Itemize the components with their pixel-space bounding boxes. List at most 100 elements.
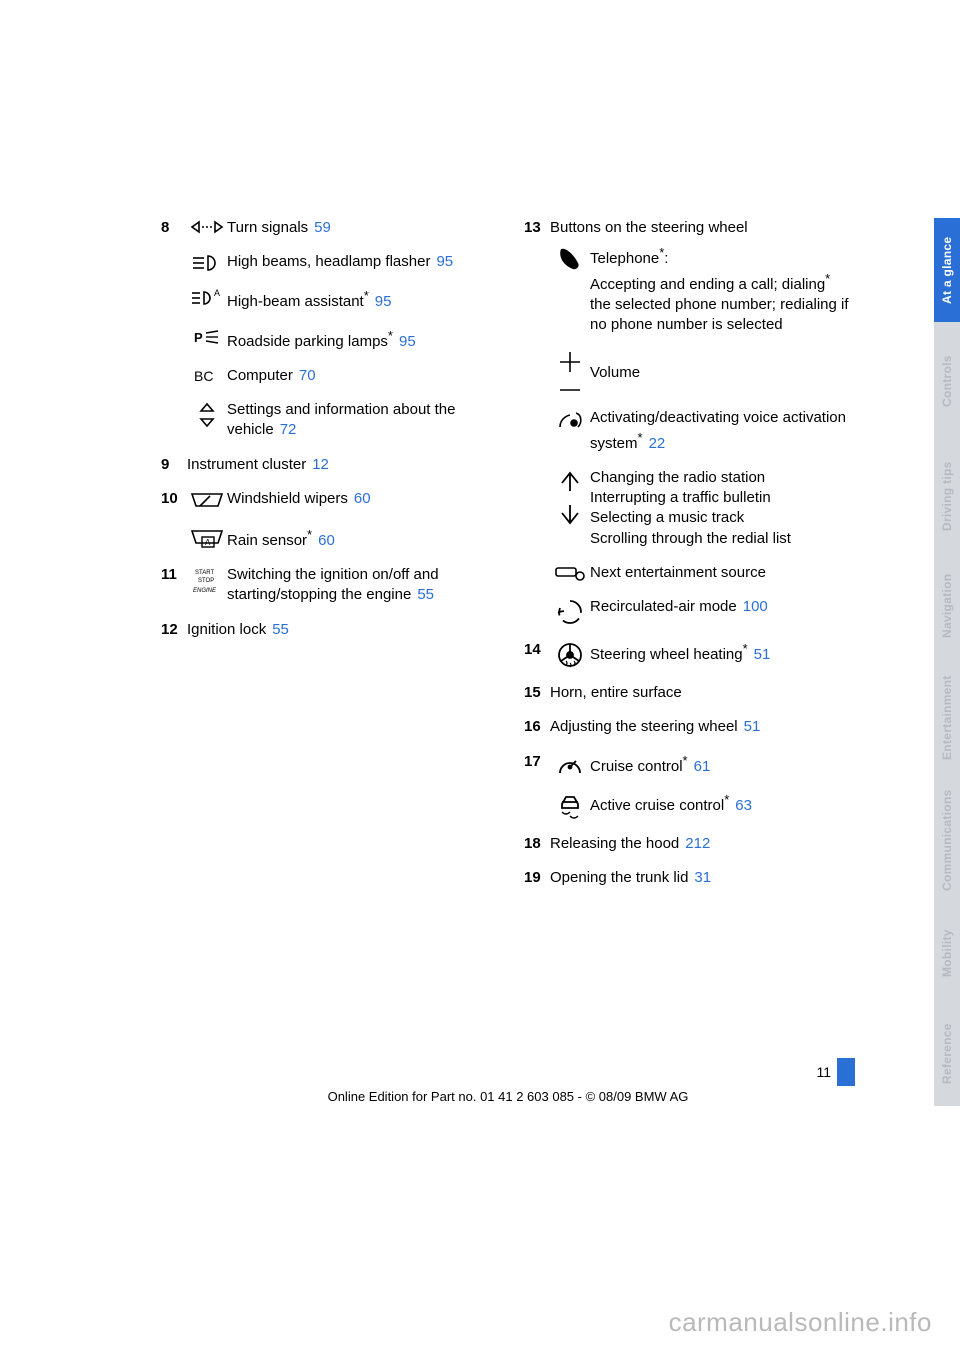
page-number-box: 11 (816, 1058, 855, 1086)
left-column: 8 Turn signals59 High beams, headlamp fl… (161, 218, 492, 902)
watermark: carmanualsonline.info (669, 1305, 932, 1340)
high-beam-assistant-icon: A (187, 287, 227, 308)
item-text: Cruise control*61 (590, 752, 855, 777)
page-ref[interactable]: 51 (754, 646, 771, 663)
section-tab[interactable]: Controls (934, 322, 960, 440)
section-tab[interactable]: Driving tips (934, 440, 960, 552)
item-text: Next entertainment source (590, 563, 855, 583)
page-ref[interactable]: 61 (694, 758, 711, 775)
item-number: 18 (524, 834, 550, 854)
item-text: Opening the trunk lid31 (550, 868, 855, 888)
row-11: 11 START STOP ENGINE Switching the ignitio… (161, 565, 492, 606)
item-text: Settings and information about the vehic… (227, 400, 492, 441)
page-ref[interactable]: 95 (399, 333, 416, 350)
item-number: 11 (161, 565, 187, 585)
page-ref[interactable]: 72 (280, 421, 297, 438)
svg-text:STOP: STOP (198, 578, 214, 584)
row-13-change: Changing the radio station Interrupting … (524, 468, 855, 549)
steering-wheel-heat-icon (550, 640, 590, 669)
item-text: Roadside parking lamps*95 (227, 327, 492, 352)
right-column: 13 Buttons on the steering wheel Telepho… (524, 218, 855, 902)
row-8-settings: Settings and information about the vehic… (161, 400, 492, 441)
volume-icon (550, 349, 590, 394)
item-text: Windshield wipers60 (227, 489, 492, 509)
start-stop-engine-icon: START STOP ENGINE (187, 565, 227, 596)
row-16: 16 Adjusting the steering wheel51 (524, 717, 855, 737)
section-tab[interactable]: Communications (934, 776, 960, 904)
page-ref[interactable]: 100 (743, 598, 768, 615)
item-text: Horn, entire surface (550, 683, 855, 703)
wiper-icon (187, 489, 227, 512)
high-beam-icon (187, 252, 227, 273)
item-text: Switching the ignition on/off and starti… (227, 565, 492, 606)
item-text: Turn signals59 (227, 218, 492, 238)
active-cruise-icon (550, 791, 590, 820)
row-17-cruise: 17 Cruise control*61 (524, 752, 855, 777)
item-text: Rain sensor*60 (227, 526, 492, 551)
item-number: 16 (524, 717, 550, 737)
row-13-next-source: Next entertainment source (524, 563, 855, 583)
svg-text:ENGINE: ENGINE (193, 588, 217, 594)
page-ref[interactable]: 95 (375, 293, 392, 310)
item-text: Buttons on the steering wheel (550, 218, 855, 238)
item-text: Computer70 (227, 366, 492, 386)
section-tab[interactable]: At a glance (934, 218, 960, 322)
item-text: Releasing the hood212 (550, 834, 855, 854)
item-text: Steering wheel heating*51 (590, 640, 855, 665)
item-number: 10 (161, 489, 187, 509)
row-10-rain: A Rain sensor*60 (161, 526, 492, 551)
voice-icon (550, 408, 590, 435)
row-8-high-beams: High beams, headlamp flasher95 (161, 252, 492, 273)
item-number: 13 (524, 218, 550, 238)
page-ref[interactable]: 60 (354, 490, 371, 507)
svg-text:P: P (194, 330, 203, 345)
section-tabs: At a glanceControlsDriving tipsNavigatio… (934, 218, 960, 1106)
page-ref[interactable]: 31 (694, 869, 711, 886)
page-ref[interactable]: 63 (735, 797, 752, 814)
page-ref[interactable]: 51 (744, 718, 761, 735)
page-ref[interactable]: 55 (417, 586, 434, 603)
page-ref[interactable]: 12 (312, 456, 329, 473)
footer-line: Online Edition for Part no. 01 41 2 603 … (161, 1088, 855, 1106)
page-ref[interactable]: 95 (436, 253, 453, 270)
row-8-hba: A High-beam assistant*95 (161, 287, 492, 312)
page-ref[interactable]: 212 (685, 835, 710, 852)
row-13-volume: Volume (524, 349, 855, 394)
content-area: 8 Turn signals59 High beams, headlamp fl… (161, 218, 855, 902)
item-text: High-beam assistant*95 (227, 287, 492, 312)
row-13-header: 13 Buttons on the steering wheel (524, 218, 855, 238)
section-tab[interactable]: Entertainment (934, 660, 960, 776)
row-14: 14 Steering wheel heating*51 (524, 640, 855, 669)
turn-signals-icon (187, 218, 227, 235)
page-ref[interactable]: 55 (272, 621, 289, 638)
item-number: 9 (161, 455, 187, 475)
row-8-parking-lamps: P Roadside parking lamps*95 (161, 327, 492, 352)
parking-lamps-icon: P (187, 327, 227, 346)
page-ref[interactable]: 59 (314, 219, 331, 236)
rain-sensor-icon: A (187, 526, 227, 551)
telephone-icon (550, 244, 590, 273)
section-tab[interactable]: Navigation (934, 552, 960, 660)
page-ref[interactable]: 70 (299, 367, 316, 384)
row-13-recirc: Recirculated-air mode100 (524, 597, 855, 626)
item-text: Instrument cluster12 (187, 455, 492, 475)
up-down-triangles-icon (187, 400, 227, 429)
page-ref[interactable]: 22 (649, 435, 666, 452)
svg-text:A: A (205, 538, 211, 547)
item-text: Adjusting the steering wheel51 (550, 717, 855, 737)
page-ref[interactable]: 60 (318, 532, 335, 549)
source-icon (550, 563, 590, 582)
page-number-bar (837, 1058, 855, 1086)
page-number: 11 (816, 1063, 831, 1082)
section-tab[interactable]: Reference (934, 1002, 960, 1106)
row-19: 19 Opening the trunk lid31 (524, 868, 855, 888)
section-tab[interactable]: Mobility (934, 904, 960, 1002)
item-text: Recirculated-air mode100 (590, 597, 855, 617)
item-text: Activating/deactivating voice activation… (590, 408, 855, 454)
item-text: High beams, headlamp flasher95 (227, 252, 492, 272)
item-text: Volume (590, 349, 855, 383)
item-text: Active cruise control*63 (590, 791, 855, 816)
svg-text:START: START (195, 570, 214, 576)
up-down-arrows-icon (550, 468, 590, 529)
row-9: 9 Instrument cluster12 (161, 455, 492, 475)
